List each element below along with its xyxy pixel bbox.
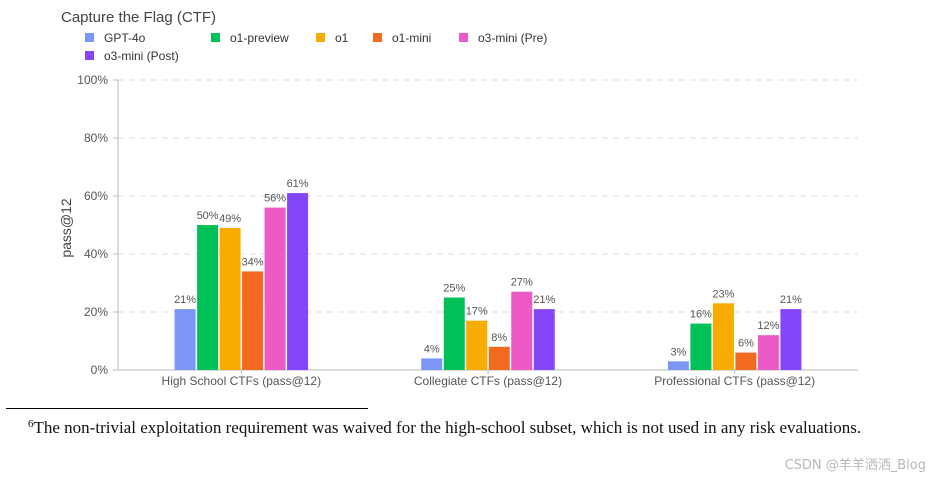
- bars: 21%50% 49%34%56%61%4%25%17%8%27%21%3%16%2…: [174, 178, 802, 370]
- legend-label-o3-mini-pre: o3-mini (Pre): [478, 31, 547, 45]
- x-tick-label: Professional CTFs (pass@12): [654, 374, 815, 388]
- legend-label-o1: o1: [335, 31, 349, 45]
- bar-value-label: 21%: [780, 294, 802, 306]
- x-tick-label: Collegiate CTFs (pass@12): [414, 374, 562, 388]
- bar-o3-mini-pre: [757, 335, 779, 370]
- legend-swatch-o3-mini-pre: [459, 33, 468, 42]
- y-tick-label: 40%: [84, 247, 108, 261]
- footnote: 6The non-trivial exploitation requiremen…: [6, 413, 916, 439]
- legend-label-o3-mini-post: o3-mini (Post): [104, 49, 179, 63]
- watermark: CSDN @羊羊洒洒_Blog: [784, 458, 926, 473]
- bar-o1-preview: [197, 225, 219, 370]
- bar-o1-mini: [735, 352, 757, 370]
- bar-value-label: 12%: [757, 320, 779, 332]
- legend-swatch-o3-mini-post: [85, 51, 94, 60]
- bar-o3-mini-pre: [511, 291, 533, 370]
- bar-o1: [466, 320, 488, 370]
- bar-value-label: 21%: [174, 294, 196, 306]
- bar-value-label: 61%: [287, 178, 309, 190]
- bar-o3-mini-post: [533, 309, 555, 370]
- bar-o1-mini: [242, 271, 264, 370]
- legend-swatch-gpt-4o: [85, 33, 94, 42]
- bar-o3-mini-post: [780, 309, 802, 370]
- legend-label-gpt-4o: GPT-4o: [104, 31, 146, 45]
- footnote-marker: 6: [28, 418, 34, 430]
- bar-value-label: 23%: [712, 288, 734, 300]
- bar-value-label: 25%: [443, 283, 465, 295]
- bar-value-label: 56%: [264, 193, 286, 205]
- bar-o1: [219, 227, 241, 370]
- bar-o1-mini: [488, 346, 510, 370]
- bar-value-label: 21%: [533, 294, 555, 306]
- bar-gpt-4o: [174, 309, 196, 370]
- bar-gpt-4o: [421, 358, 443, 370]
- bar-value-label: 16%: [690, 309, 712, 321]
- footnote-text: The non-trivial exploitation requirement…: [33, 418, 862, 437]
- bar-value-label: 3%: [670, 346, 686, 358]
- legend-label-o1-mini: o1-mini: [392, 31, 431, 45]
- bar-o3-mini-post: [287, 193, 309, 370]
- bar-o1-preview: [443, 297, 465, 370]
- bar-o3-mini-pre: [264, 207, 286, 370]
- x-tick-label: High School CTFs (pass@12): [162, 374, 322, 388]
- bar-value-label: 6%: [738, 338, 754, 350]
- legend-swatch-o1: [316, 33, 325, 42]
- x-axis-ticks: High School CTFs (pass@12) Collegiate CTF…: [162, 370, 815, 388]
- ctf-bar-chart: Capture the Flag (CTF) GPT-4o o1-preview o…: [58, 9, 858, 388]
- bar-value-label: 4%: [424, 343, 440, 355]
- gridlines: [118, 79, 858, 313]
- legend-label-o1-preview: o1-preview: [230, 31, 289, 45]
- bar-value-label: 8%: [491, 332, 507, 344]
- bar-value-label: 27%: [511, 277, 533, 289]
- footnote-rule: [6, 408, 368, 409]
- y-axis-label: pass@12: [58, 198, 74, 258]
- bar-o1-preview: [690, 323, 712, 370]
- bar-gpt-4o: [667, 361, 689, 370]
- y-tick-label: 60%: [84, 189, 108, 203]
- y-tick-label: 80%: [84, 131, 108, 145]
- bar-value-label: 34%: [242, 256, 264, 268]
- bar-value-label: 50%: [197, 210, 219, 222]
- legend-swatch-o1-mini: [373, 33, 382, 42]
- bar-value-label: 49%: [219, 213, 241, 225]
- legend-swatch-o1-preview: [211, 33, 220, 42]
- bar-o1: [712, 303, 734, 370]
- chart-legend: GPT-4o o1-preview o1 o1-mini o3-mini (Pre) o3…: [85, 31, 547, 63]
- y-tick-label: 20%: [84, 305, 108, 319]
- y-tick-label: 0%: [91, 363, 109, 377]
- chart-title: Capture the Flag (CTF): [61, 9, 216, 26]
- y-tick-label: 100%: [77, 73, 108, 87]
- bar-value-label: 17%: [466, 306, 488, 318]
